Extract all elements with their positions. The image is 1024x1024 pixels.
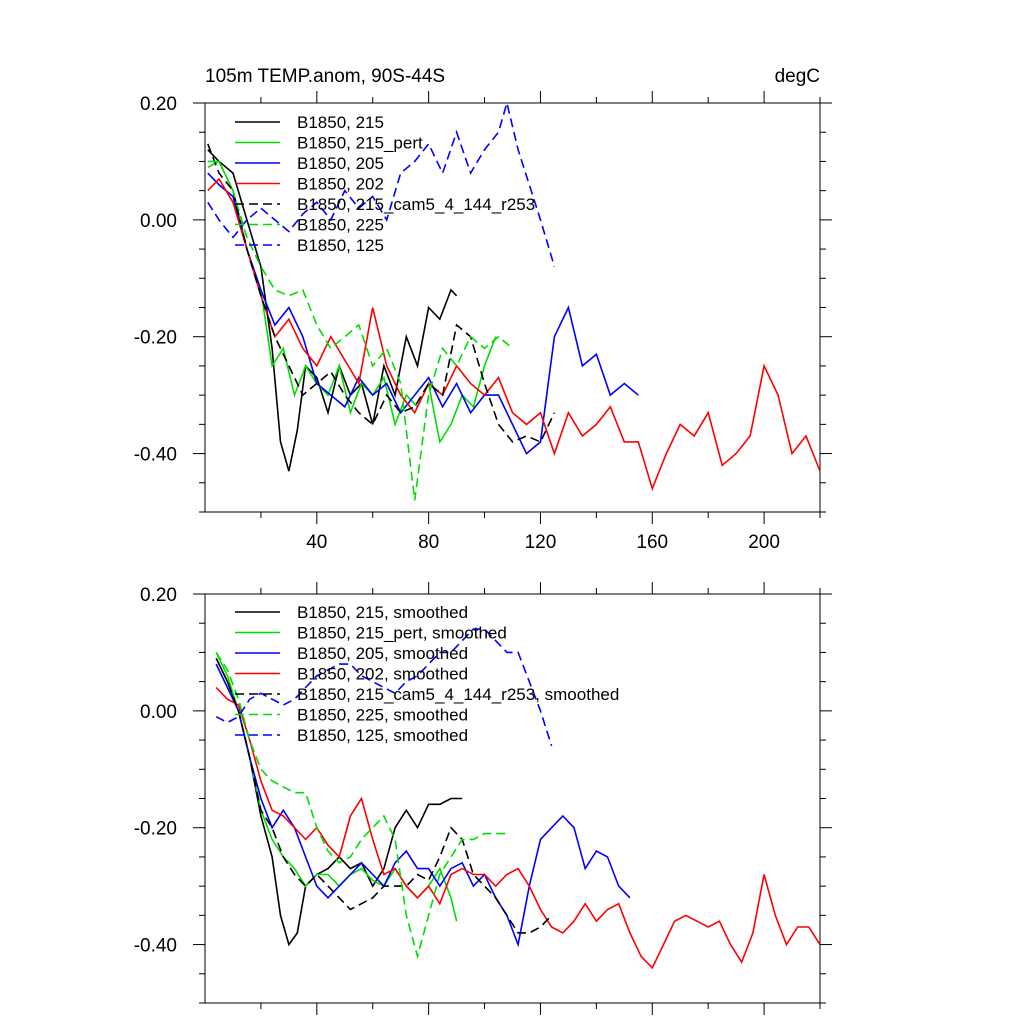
series-line-5 bbox=[207, 160, 514, 501]
chart-title: 105m TEMP.anom, 90S-44S bbox=[205, 66, 445, 87]
bottom-panel: 0.20 0.00 -0.20 -0.40 B1850, 215, smoothed B1… bbox=[134, 582, 832, 1015]
series-group bbox=[215, 628, 820, 970]
x-tick-label: 40 bbox=[306, 532, 327, 553]
series-line-0 bbox=[207, 149, 458, 472]
x-tick-label: 200 bbox=[748, 532, 780, 553]
legend-label-6: B1850, 125, smoothed bbox=[297, 726, 468, 745]
y-tick-label: -0.20 bbox=[134, 328, 177, 349]
legend-label-3: B1850, 202 bbox=[297, 175, 384, 194]
legend-label-5: B1850, 225, smoothed bbox=[297, 706, 468, 725]
y-tick-label: 0.20 bbox=[140, 94, 177, 115]
series-line-0 bbox=[215, 657, 463, 947]
series-line-2 bbox=[215, 663, 631, 948]
x-tick-label: 120 bbox=[525, 532, 557, 553]
x-tick-label: 80 bbox=[418, 532, 439, 553]
legend-label-4: B1850, 215_cam5_4_144_r253 bbox=[297, 195, 535, 214]
legend-label-4: B1850, 215_cam5_4_144_r253, smoothed bbox=[297, 685, 619, 704]
y-tick-label: -0.20 bbox=[134, 819, 177, 840]
series-line-4 bbox=[207, 143, 556, 443]
y-tick-label: -0.40 bbox=[134, 445, 177, 466]
legend-label-6: B1850, 125 bbox=[297, 236, 384, 255]
series-line-4 bbox=[215, 657, 553, 934]
series-line-6 bbox=[215, 628, 553, 747]
legend-label-0: B1850, 215, smoothed bbox=[297, 603, 468, 622]
y-tick-label: -0.40 bbox=[134, 936, 177, 957]
series-line-3 bbox=[207, 177, 820, 492]
y-tick-label: 0.00 bbox=[140, 211, 177, 232]
legend-label-2: B1850, 205, smoothed bbox=[297, 644, 468, 663]
y-tick-label: 0.20 bbox=[140, 585, 177, 606]
legend-label-1: B1850, 215_pert bbox=[297, 134, 423, 153]
series-line-2 bbox=[207, 172, 639, 455]
legend-label-0: B1850, 215 bbox=[297, 113, 384, 132]
y-tick-label: 0.00 bbox=[140, 702, 177, 723]
legend-label-2: B1850, 205 bbox=[297, 154, 384, 173]
series-group bbox=[207, 103, 820, 501]
legend-label-5: B1850, 225 bbox=[297, 216, 384, 235]
units-label: degC bbox=[775, 66, 820, 87]
series-line-5 bbox=[215, 651, 507, 960]
series-line-6 bbox=[207, 103, 556, 267]
legend-label-1: B1850, 215_pert, smoothed bbox=[297, 624, 507, 643]
legend-label-3: B1850, 202, smoothed bbox=[297, 665, 468, 684]
x-tick-label: 160 bbox=[636, 532, 668, 553]
top-panel: 0.20 0.00 -0.20 -0.40 40 80 120 160 200 105m TEMP… bbox=[134, 66, 832, 553]
